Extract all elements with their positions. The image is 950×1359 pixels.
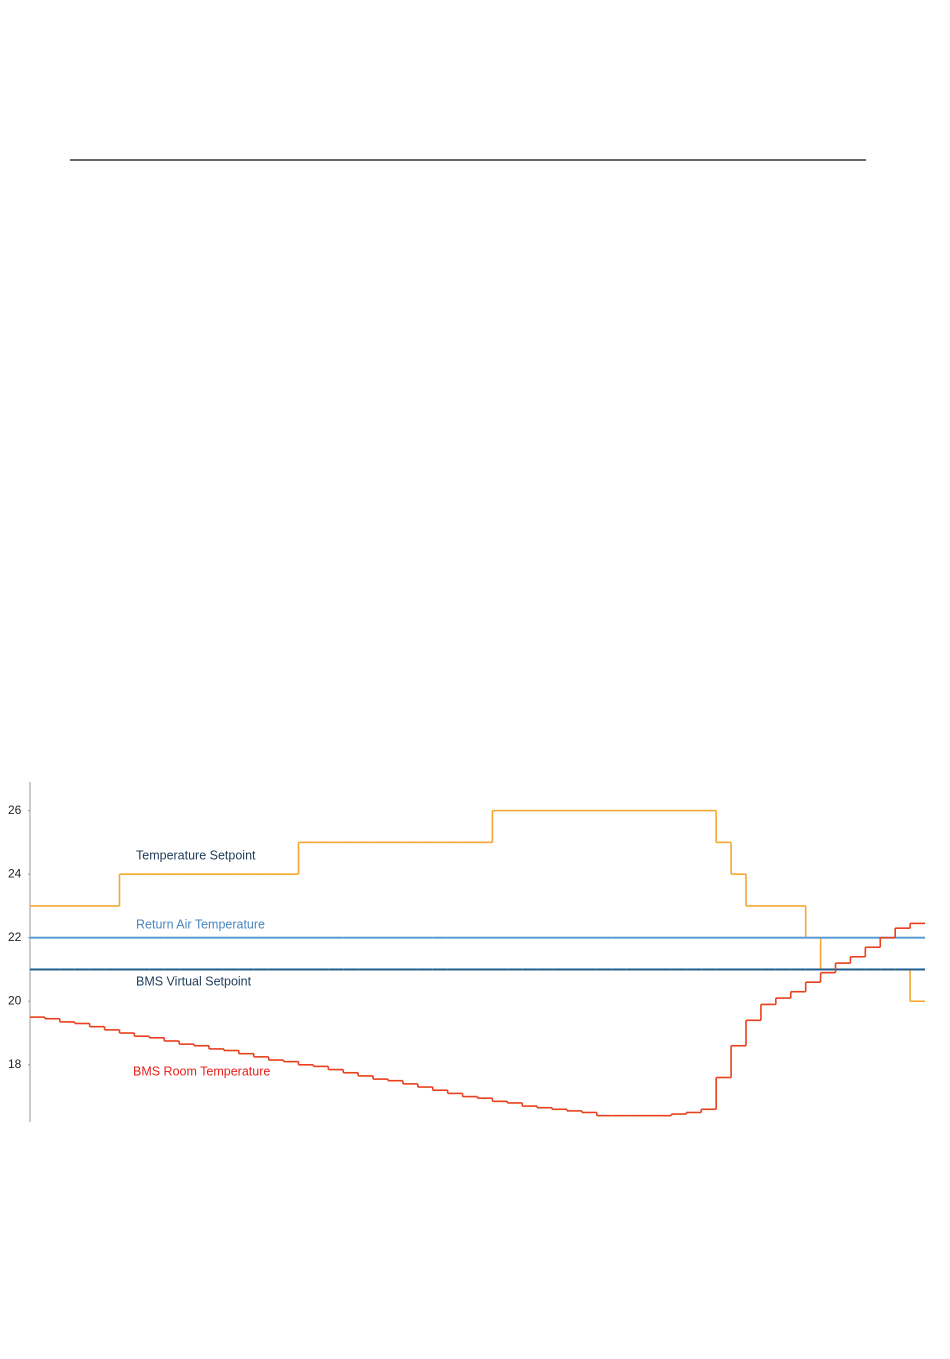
y-tick-label: 24 [8, 866, 22, 880]
y-tick-label: 18 [8, 1057, 22, 1071]
y-tick-label: 26 [8, 803, 22, 817]
series-label: Return Air Temperature [136, 917, 265, 931]
series-label: BMS Room Temperature [133, 1064, 270, 1078]
y-tick-label: 22 [8, 930, 22, 944]
series-label: BMS Virtual Setpoint [136, 974, 252, 988]
series-label: Temperature Setpoint [136, 848, 256, 862]
series [30, 809, 925, 1003]
y-tick-label: 20 [8, 993, 22, 1007]
series [30, 922, 925, 1117]
